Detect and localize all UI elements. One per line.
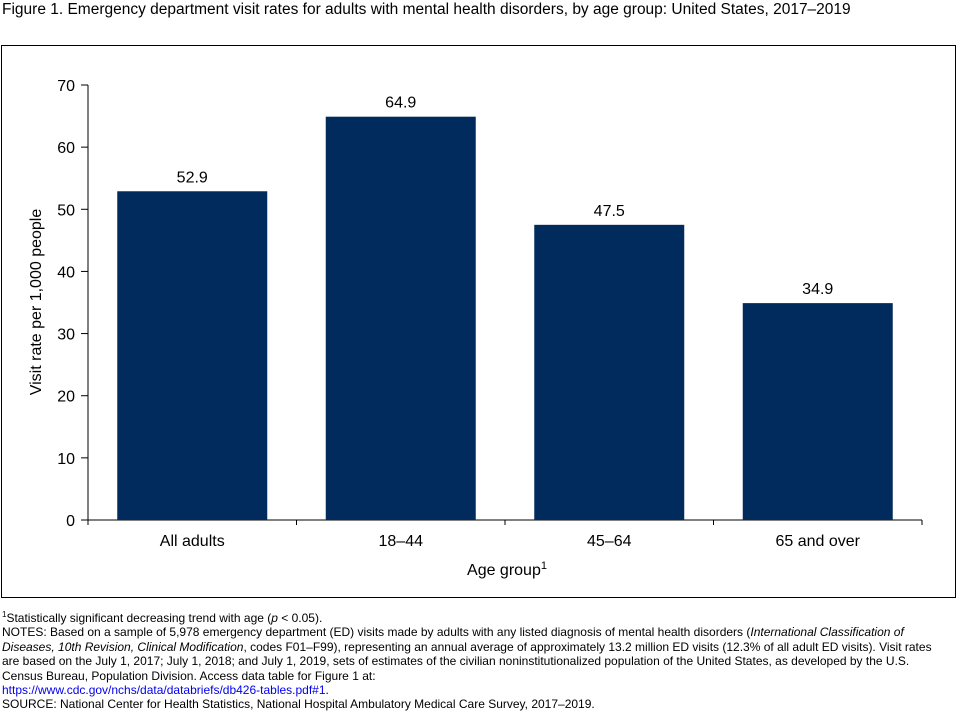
bar <box>325 116 476 520</box>
footnote-p: p <box>271 611 278 625</box>
notes-part1: NOTES: Based on a sample of 5,978 emerge… <box>2 625 751 640</box>
notes-part2: , codes F01–F99), representing an annual… <box>2 639 932 683</box>
y-tick-label: 10 <box>57 451 75 468</box>
figure-title: Figure 1. Emergency department visit rat… <box>2 1 851 18</box>
source-line: SOURCE: National Center for Health Stati… <box>2 697 595 712</box>
chart-labels: 52.9 All adults 64.9 18–44 47.5 45–64 34.9 65 a… <box>160 95 861 550</box>
chart-frame <box>1 45 956 598</box>
x-tick-label: 18–44 <box>379 533 424 550</box>
figure-notes: 1Statistically significant decreasing tr… <box>2 611 952 712</box>
x-axis-title-text: Age group <box>467 562 541 579</box>
link-tail: . <box>325 683 329 698</box>
footnote-text: Statistically significant decreasing tre… <box>6 611 272 625</box>
bar-value-label: 52.9 <box>177 169 208 186</box>
x-axis-title: Age group1 <box>467 560 547 579</box>
bar <box>117 191 268 520</box>
bar <box>742 303 893 520</box>
notes-italic: International Classification of Diseases… <box>2 625 904 654</box>
y-tick-label: 30 <box>57 327 75 344</box>
footnote-1: 1Statistically significant decreasing tr… <box>2 610 952 626</box>
bar-value-label: 34.9 <box>802 281 833 298</box>
x-tick-label: All adults <box>160 533 225 550</box>
notes-paragraph: NOTES: Based on a sample of 5,978 emerge… <box>2 625 952 683</box>
footnote-marker: 1 <box>2 610 7 619</box>
footnote-tail: < 0.05). <box>277 611 323 625</box>
data-table-link-line: https://www.cdc.gov/nchs/data/databriefs… <box>2 683 952 697</box>
y-tick-label: 60 <box>57 140 75 157</box>
y-axis-title: Visit rate per 1,000 people <box>28 209 45 396</box>
x-tick-label: 45–64 <box>587 533 632 550</box>
chart-bars <box>117 116 893 521</box>
data-table-link[interactable]: https://www.cdc.gov/nchs/data/databriefs… <box>2 683 326 698</box>
y-tick-label: 40 <box>57 264 75 281</box>
y-tick-label: 70 <box>57 78 75 95</box>
bar-value-label: 47.5 <box>594 203 625 220</box>
bar <box>534 224 685 521</box>
y-tick-label: 50 <box>57 202 75 219</box>
bar-value-label: 64.9 <box>385 95 416 112</box>
x-axis-title-superscript: 1 <box>541 560 547 572</box>
y-tick-label: 0 <box>66 513 75 530</box>
y-tick-label: 20 <box>57 389 75 406</box>
x-tick-label: 65 and over <box>775 533 860 550</box>
